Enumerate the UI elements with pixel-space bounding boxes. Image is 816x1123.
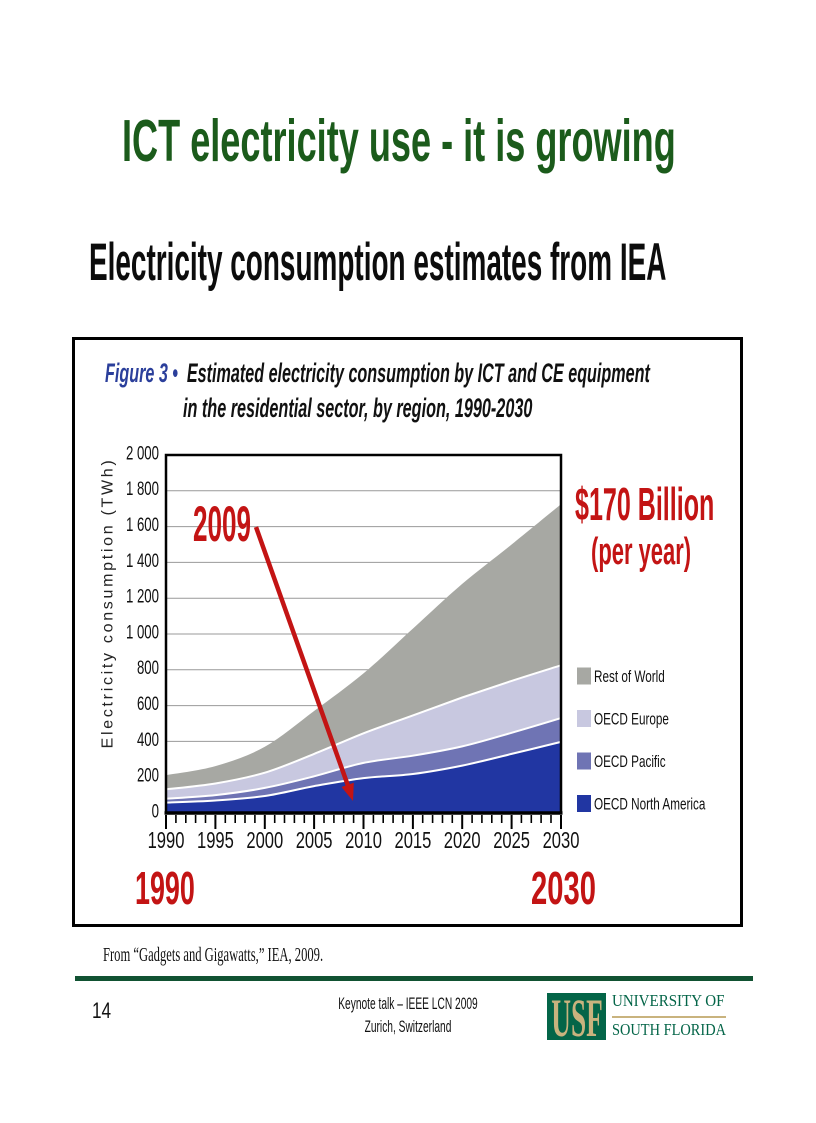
svg-text:200: 200	[137, 765, 159, 786]
svg-text:2000: 2000	[246, 828, 283, 853]
svg-text:600: 600	[137, 694, 159, 715]
svg-text:2005: 2005	[296, 828, 333, 853]
svg-text:OECD Europe: OECD Europe	[594, 711, 669, 730]
svg-text:Rest of World: Rest of World	[594, 668, 665, 687]
svg-text:2020: 2020	[444, 828, 481, 853]
svg-text:2010: 2010	[345, 828, 382, 853]
svg-text:1 600: 1 600	[126, 515, 159, 536]
svg-text:1 800: 1 800	[126, 479, 159, 500]
svg-text:OECD North America: OECD North America	[594, 796, 706, 815]
svg-text:0: 0	[152, 801, 159, 822]
svg-text:800: 800	[137, 658, 159, 679]
svg-text:2025: 2025	[493, 828, 530, 853]
svg-text:2 000: 2 000	[126, 443, 159, 464]
svg-text:OECD Pacific: OECD Pacific	[594, 753, 666, 772]
svg-text:1995: 1995	[197, 828, 234, 853]
svg-text:1 200: 1 200	[126, 586, 159, 607]
svg-text:1 400: 1 400	[126, 551, 159, 572]
svg-text:1 000: 1 000	[126, 622, 159, 643]
svg-text:1990: 1990	[148, 828, 185, 853]
svg-text:2015: 2015	[394, 828, 431, 853]
svg-text:Electricity consumption (TWh): Electricity consumption (TWh)	[100, 458, 117, 749]
svg-text:400: 400	[137, 730, 159, 751]
svg-text:2030: 2030	[543, 828, 580, 853]
